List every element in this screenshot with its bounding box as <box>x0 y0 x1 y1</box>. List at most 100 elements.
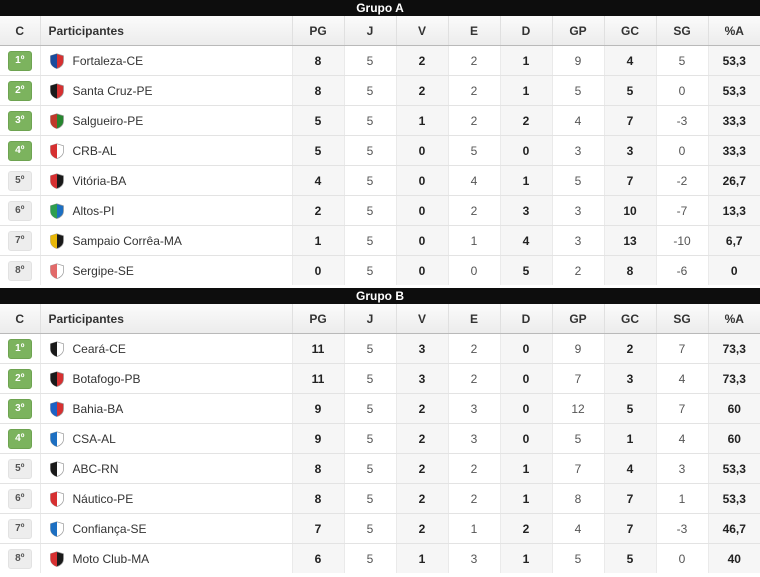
team-name: Salgueiro-PE <box>72 113 144 128</box>
stat-cell-d: 1 <box>499 75 552 106</box>
stat-cell-e: 2 <box>447 195 500 226</box>
stat-cell-gc: 3 <box>603 363 656 394</box>
position-cell: 2º <box>0 75 40 106</box>
stat-cell-pcta: 0 <box>707 255 760 285</box>
stat-cell-gp: 8 <box>551 483 604 514</box>
team-row: 6º Náutico-PE 8 5 2 2 1 8 7 1 53,3 <box>0 483 760 514</box>
group-title: Grupo A <box>356 1 404 15</box>
stat-cell-e: 5 <box>447 135 500 166</box>
column-header-d: D <box>499 304 552 334</box>
stat-cell-pg: 4 <box>291 165 344 196</box>
stat-cell-gp: 7 <box>551 453 604 484</box>
stat-cell-gc: 10 <box>603 195 656 226</box>
stat-cell-v: 1 <box>395 543 448 573</box>
position-badge: 7º <box>7 230 32 251</box>
stat-cell-pg: 6 <box>291 543 344 573</box>
stat-cell-sg: 7 <box>655 393 708 424</box>
column-header-d: D <box>499 16 552 46</box>
stat-cell-pcta: 53,3 <box>707 75 760 106</box>
team-name: Vitória-BA <box>72 173 127 188</box>
stat-cell-pg: 5 <box>291 105 344 136</box>
stat-cell-pcta: 60 <box>707 423 760 454</box>
stat-cell-pcta: 73,3 <box>707 363 760 394</box>
stat-cell-gc: 8 <box>603 255 656 285</box>
team-row: 8º Moto Club-MA 6 5 1 3 1 5 5 0 40 <box>0 543 760 573</box>
team-name: Sampaio Corrêa-MA <box>72 233 182 248</box>
position-cell: 5º <box>0 453 40 484</box>
team-crest-icon <box>49 550 64 567</box>
stat-cell-sg: -2 <box>655 165 708 196</box>
stat-cell-e: 1 <box>447 225 500 256</box>
stat-cell-pg: 8 <box>291 483 344 514</box>
stat-cell-gc: 7 <box>603 165 656 196</box>
stat-cell-pcta: 73,3 <box>707 333 760 364</box>
column-header-gc: GC <box>603 304 656 334</box>
stat-cell-e: 3 <box>447 423 500 454</box>
column-header-j: J <box>343 304 396 334</box>
stat-cell-gp: 9 <box>551 45 604 76</box>
stat-cell-sg: 4 <box>655 363 708 394</box>
participant-cell: CRB-AL <box>39 135 292 166</box>
position-badge: 7º <box>7 518 32 539</box>
group-title: Grupo B <box>356 289 404 303</box>
position-badge: 2º <box>7 368 32 389</box>
stat-cell-pcta: 53,3 <box>707 483 760 514</box>
position-cell: 4º <box>0 423 40 454</box>
team-row: 7º Sampaio Corrêa-MA 1 5 0 1 4 3 13 -10 6,7 <box>0 225 760 256</box>
stat-cell-gp: 3 <box>551 135 604 166</box>
team-crest-icon <box>49 82 64 99</box>
column-header-gc: GC <box>603 16 656 46</box>
stat-cell-sg: 0 <box>655 543 708 573</box>
stat-cell-sg: 0 <box>655 75 708 106</box>
stat-cell-gc: 7 <box>603 483 656 514</box>
team-crest-icon <box>49 52 64 69</box>
team-name: Fortaleza-CE <box>72 53 144 68</box>
stat-cell-gc: 7 <box>603 513 656 544</box>
group-b-title-bar: Grupo B <box>0 288 760 304</box>
stat-cell-v: 3 <box>395 333 448 364</box>
team-row: 5º ABC-RN 8 5 2 2 1 7 4 3 53,3 <box>0 453 760 484</box>
position-badge: 4º <box>7 428 32 449</box>
stat-cell-j: 5 <box>343 453 396 484</box>
position-cell: 7º <box>0 225 40 256</box>
stat-cell-v: 0 <box>395 225 448 256</box>
team-row: 3º Bahia-BA 9 5 2 3 0 12 5 7 60 <box>0 393 760 424</box>
stat-cell-j: 5 <box>343 75 396 106</box>
group-b-table-body: 1º Ceará-CE 11 5 3 2 0 9 2 7 73,3 2º Botafogo-PB 11 5 3… <box>0 333 760 573</box>
stat-cell-j: 5 <box>343 393 396 424</box>
position-cell: 3º <box>0 393 40 424</box>
team-crest-icon <box>49 202 64 219</box>
stat-cell-j: 5 <box>343 165 396 196</box>
team-row: 4º CSA-AL 9 5 2 3 0 5 1 4 60 <box>0 423 760 454</box>
stat-cell-sg: 1 <box>655 483 708 514</box>
participant-cell: Salgueiro-PE <box>39 105 292 136</box>
stat-cell-pcta: 6,7 <box>707 225 760 256</box>
position-cell: 1º <box>0 45 40 76</box>
team-name: Confiança-SE <box>72 521 147 536</box>
stat-cell-v: 0 <box>395 255 448 285</box>
group-a-table-body: 1º Fortaleza-CE 8 5 2 2 1 9 4 5 53,3 2º Santa Cruz-P… <box>0 45 760 285</box>
team-name: CRB-AL <box>72 143 117 158</box>
stat-cell-j: 5 <box>343 45 396 76</box>
stat-cell-gp: 5 <box>551 543 604 573</box>
stat-cell-j: 5 <box>343 225 396 256</box>
stat-cell-pg: 1 <box>291 225 344 256</box>
column-header-e: E <box>447 16 500 46</box>
team-crest-icon <box>49 400 64 417</box>
stat-cell-pg: 0 <box>291 255 344 285</box>
stat-cell-e: 2 <box>447 45 500 76</box>
team-row: 3º Salgueiro-PE 5 5 1 2 2 4 7 -3 33,3 <box>0 105 760 136</box>
stat-cell-gp: 5 <box>551 75 604 106</box>
stat-cell-gp: 2 <box>551 255 604 285</box>
stat-cell-pg: 5 <box>291 135 344 166</box>
stat-cell-pcta: 60 <box>707 393 760 424</box>
stat-cell-d: 0 <box>499 423 552 454</box>
stat-cell-e: 2 <box>447 75 500 106</box>
stat-cell-d: 1 <box>499 543 552 573</box>
stat-cell-v: 2 <box>395 483 448 514</box>
stat-cell-pcta: 33,3 <box>707 135 760 166</box>
column-header-e: E <box>447 304 500 334</box>
stat-cell-gp: 5 <box>551 165 604 196</box>
team-crest-icon <box>49 232 64 249</box>
stat-cell-pg: 7 <box>291 513 344 544</box>
